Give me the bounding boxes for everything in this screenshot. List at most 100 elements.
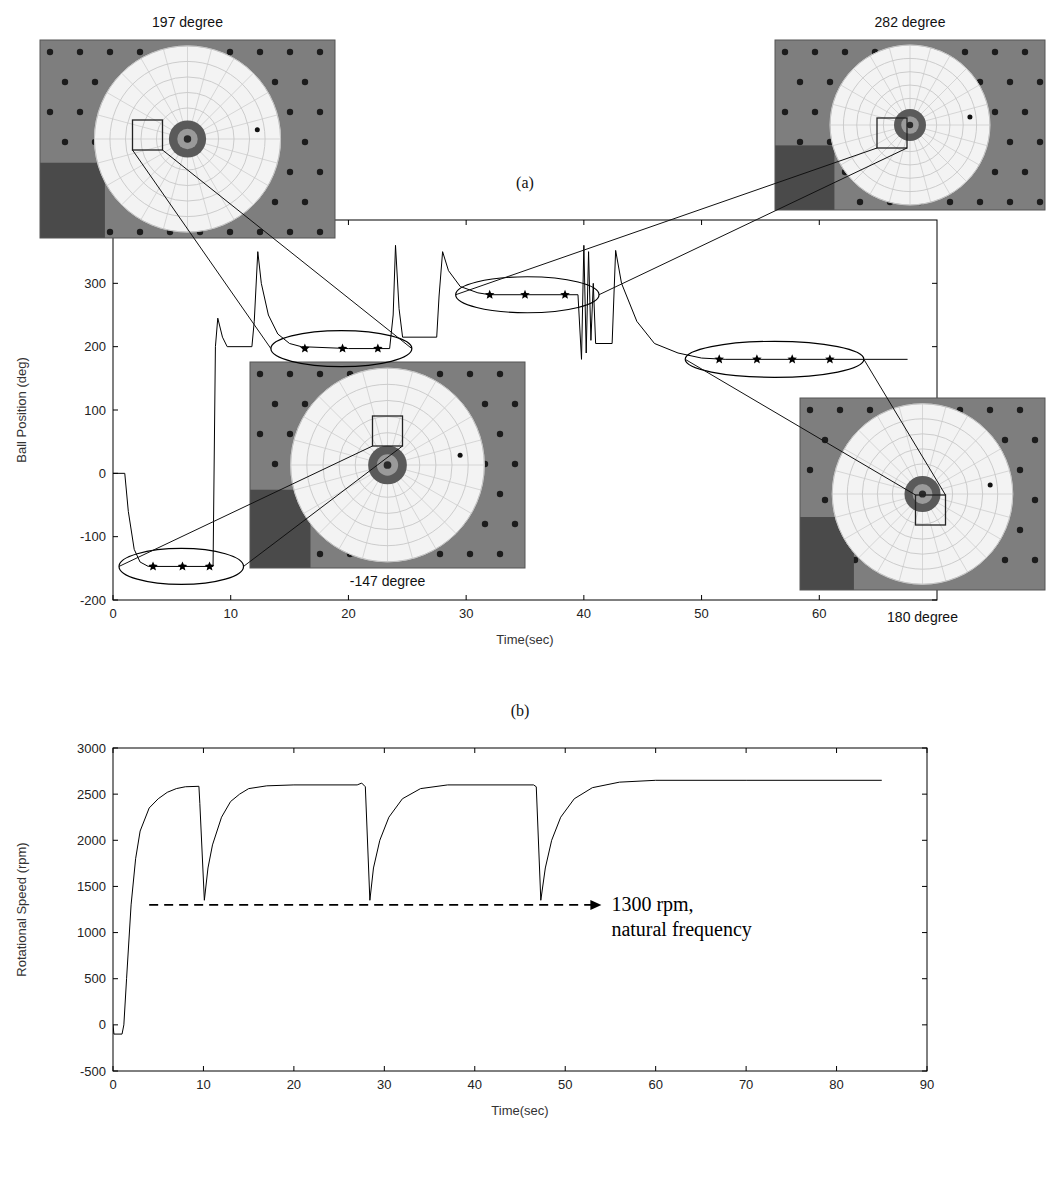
table-hole — [287, 371, 293, 377]
table-hole — [1032, 497, 1038, 503]
disc-grid-ray — [319, 477, 375, 533]
table-hole — [512, 521, 518, 527]
table-hole — [302, 199, 308, 205]
y-tick — [113, 600, 118, 601]
y-tick — [113, 410, 118, 411]
table-hole — [227, 49, 233, 55]
disc-grid-ray — [931, 508, 968, 572]
disc-grid-ray — [830, 125, 896, 126]
disc-hub-inner — [177, 129, 197, 149]
y-tick-right — [922, 886, 927, 887]
table-hole — [1017, 407, 1023, 413]
y-tick-label: 3000 — [77, 741, 106, 756]
x-tick — [927, 1066, 928, 1071]
table-hole — [497, 431, 503, 437]
table-hole — [857, 199, 863, 205]
disc-grid-ray — [889, 48, 906, 111]
x-tick — [746, 1066, 747, 1071]
disc-grid-ray — [291, 465, 370, 466]
table-hole — [992, 49, 998, 55]
table-hole — [257, 49, 263, 55]
table-hole — [842, 49, 848, 55]
table-hole — [287, 169, 293, 175]
y-tick-label: 1000 — [77, 925, 106, 940]
table-hole — [467, 551, 473, 557]
x-tick — [583, 595, 584, 600]
y-tick-right — [922, 1024, 927, 1025]
table-hole — [797, 79, 803, 85]
table-hole — [1022, 49, 1028, 55]
photo-border — [40, 40, 335, 238]
disc-grid-ray — [938, 471, 1009, 490]
y-tick-right — [932, 346, 937, 347]
disc-dot — [458, 453, 463, 458]
disc-hub — [169, 120, 206, 157]
disc-grid-ray — [931, 416, 968, 480]
x-tick-top — [583, 220, 584, 225]
table-hole — [272, 461, 278, 467]
annotation-labels: -147 degree197 degree282 degree180 degre… — [152, 14, 958, 625]
disc-grid-ray — [924, 104, 987, 121]
disc-grid-ray — [392, 482, 413, 559]
table-hole — [797, 139, 803, 145]
plot-frame — [113, 748, 927, 1071]
table-hole — [1037, 199, 1043, 205]
table-hole — [1037, 79, 1043, 85]
x-tick-label: 30 — [459, 606, 473, 621]
y-tick-label: 200 — [84, 339, 106, 354]
star-marker — [787, 354, 797, 363]
disc-grid-ray — [835, 471, 906, 490]
inset-label: 197 degree — [152, 14, 223, 30]
photo-border — [250, 362, 525, 568]
chart-panel: 0102030405060708090-50005001000150020002… — [14, 702, 934, 1118]
y-tick-right — [932, 283, 937, 284]
plot-data — [113, 245, 908, 570]
x-tick — [819, 595, 820, 600]
zoom-connector — [685, 359, 915, 495]
disc-grid-ray — [922, 85, 979, 118]
table-hole — [137, 229, 143, 235]
table-hole — [257, 371, 263, 377]
table-hole — [782, 109, 788, 115]
disc-grid-ray — [403, 417, 472, 457]
x-tick — [565, 1066, 566, 1071]
table-hole — [287, 49, 293, 55]
table-hole — [1002, 557, 1008, 563]
y-tick-label: -100 — [80, 529, 106, 544]
disc-grid-ray — [339, 480, 379, 549]
disc-grid-ray — [934, 430, 986, 482]
y-tick — [113, 346, 118, 347]
x-tick-label: 60 — [812, 606, 826, 621]
table-hole — [437, 551, 443, 557]
annotations — [40, 40, 1045, 590]
y-tick-label: 500 — [84, 971, 106, 986]
table-hole — [302, 139, 308, 145]
x-tick — [348, 595, 349, 600]
photo-content — [800, 398, 1045, 590]
disc-grid-ray — [859, 505, 911, 557]
photo-background — [775, 40, 1045, 210]
x-tick-top — [655, 748, 656, 753]
table-hole — [962, 49, 968, 55]
star-marker — [178, 561, 188, 570]
x-tick-label: 40 — [577, 606, 591, 621]
table-hole — [317, 551, 323, 557]
table-hole — [1017, 527, 1023, 533]
disc-grid-circle — [832, 404, 1012, 584]
disc-grid-ray — [396, 480, 436, 549]
disc-grid-ray — [304, 417, 373, 457]
table-hole — [1032, 437, 1038, 443]
x-tick-label: 30 — [377, 1077, 391, 1092]
zoom-connector — [133, 150, 271, 349]
disc-grid-circle — [94, 46, 280, 232]
disc-grid-ray — [404, 470, 481, 491]
table-hole — [807, 467, 813, 473]
x-tick — [701, 595, 702, 600]
photo-border — [775, 40, 1045, 210]
zoom-box — [916, 495, 946, 525]
y-tick-label: 0 — [99, 466, 106, 481]
disc-grid-ray — [910, 45, 911, 111]
zoom-connector — [864, 359, 946, 495]
table-hole — [1017, 467, 1023, 473]
disc-grid-ray — [937, 449, 1001, 486]
